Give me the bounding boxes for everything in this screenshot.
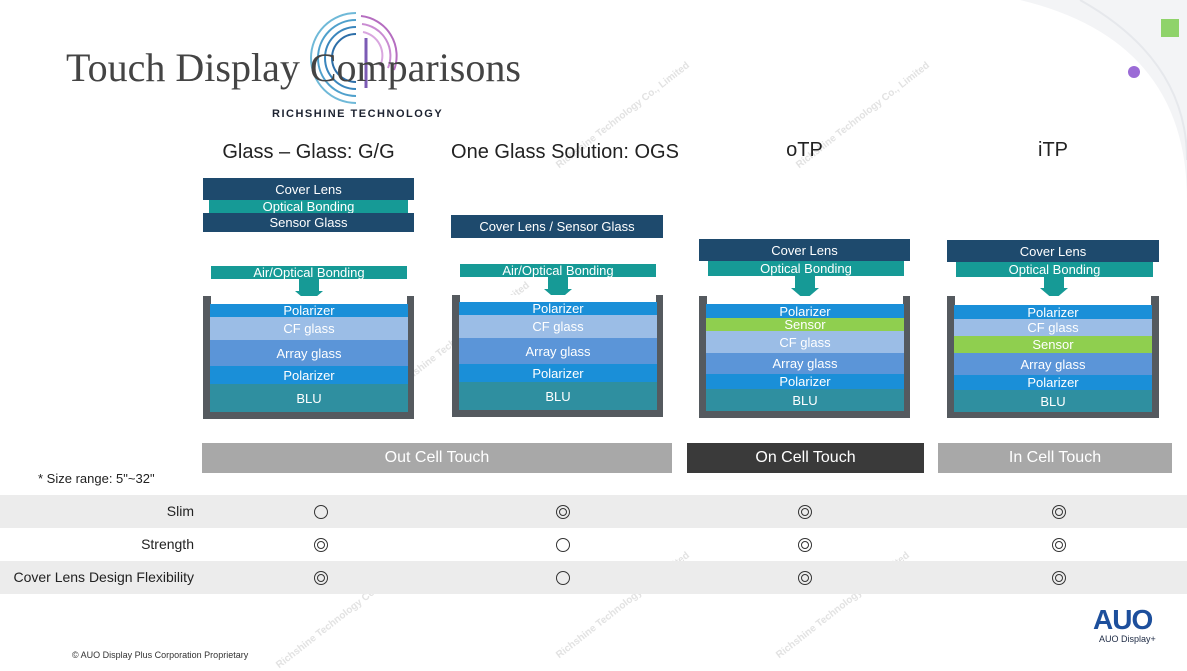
heading-ogs: One Glass Solution: OGS (451, 141, 679, 163)
gg-polarizer-top: Polarizer (210, 304, 408, 317)
category-in-cell-touch: In Cell Touch (938, 443, 1172, 473)
circle-icon (314, 505, 328, 519)
auo-logo: AUO (1093, 604, 1153, 635)
gg-optical-bonding: Optical Bonding (209, 200, 408, 213)
otp-arrow (795, 276, 815, 288)
double-circle-icon (556, 505, 570, 519)
otp-optical-bonding: Optical Bonding (708, 261, 904, 276)
itp-sensor: Sensor (954, 336, 1152, 353)
double-circle-icon (1052, 505, 1066, 519)
itp-cover-lens: Cover Lens (947, 240, 1159, 262)
ogs-polarizer-bottom: Polarizer (459, 364, 657, 382)
category-out-cell-touch: Out Cell Touch (202, 443, 672, 473)
gg-array-glass: Array glass (210, 340, 408, 366)
heading-otp: oTP (786, 139, 823, 161)
table-row-slim (0, 495, 1187, 528)
gg-sensor-glass: Sensor Glass (203, 213, 414, 232)
otp-polarizer-bottom: Polarizer (706, 374, 904, 389)
heading-gg: Glass – Glass: G/G (222, 141, 395, 163)
ogs-air-optical-bonding: Air/Optical Bonding (460, 264, 656, 277)
gg-air-optical-bonding: Air/Optical Bonding (211, 266, 407, 279)
row-label-flexibility: Cover Lens Design Flexibility (13, 569, 194, 585)
ogs-frame-gap (460, 295, 656, 302)
gg-cf-glass: CF glass (210, 317, 408, 340)
otp-cf-glass: CF glass (706, 331, 904, 353)
itp-polarizer-top: Polarizer (954, 305, 1152, 319)
row-label-slim: Slim (166, 503, 194, 519)
gg-arrow (299, 279, 319, 291)
itp-arrow (1044, 277, 1064, 288)
itp-frame-gap (955, 296, 1151, 305)
heading-itp: iTP (1038, 139, 1068, 161)
copyright-text: © AUO Display Plus Corporation Proprieta… (72, 650, 249, 660)
otp-array-glass: Array glass (706, 353, 904, 374)
itp-blu: BLU (954, 390, 1152, 412)
gg-frame-gap (211, 296, 407, 304)
purple-dot-icon (1128, 66, 1140, 78)
gg-blu: BLU (210, 384, 408, 412)
double-circle-icon (798, 571, 812, 585)
green-square-icon (1161, 19, 1179, 37)
double-circle-icon (314, 571, 328, 585)
ogs-cover-lens-sensor-glass: Cover Lens / Sensor Glass (451, 215, 663, 238)
double-circle-icon (798, 505, 812, 519)
gg-polarizer-bottom: Polarizer (210, 366, 408, 384)
otp-cover-lens: Cover Lens (699, 239, 910, 261)
gg-cover-lens: Cover Lens (203, 178, 414, 200)
double-circle-icon (798, 538, 812, 552)
double-circle-icon (1052, 571, 1066, 585)
ogs-cf-glass: CF glass (459, 315, 657, 338)
otp-sensor: Sensor (706, 318, 904, 331)
ogs-array-glass: Array glass (459, 338, 657, 364)
richshine-logo-icon (310, 12, 398, 104)
ogs-arrow (548, 277, 568, 289)
otp-polarizer-top: Polarizer (706, 304, 904, 318)
ogs-blu: BLU (459, 382, 657, 410)
double-circle-icon (314, 538, 328, 552)
category-on-cell-touch: On Cell Touch (687, 443, 924, 473)
itp-optical-bonding: Optical Bonding (956, 262, 1153, 277)
otp-blu: BLU (706, 389, 904, 411)
ogs-polarizer-top: Polarizer (459, 302, 657, 315)
itp-array-glass: Array glass (954, 353, 1152, 375)
double-circle-icon (1052, 538, 1066, 552)
itp-cf-glass: CF glass (954, 319, 1152, 336)
auo-logo-subtitle: AUO Display+ (1099, 634, 1156, 644)
size-range-note: * Size range: 5"~32" (38, 471, 155, 486)
circle-icon (556, 538, 570, 552)
row-label-strength: Strength (141, 536, 194, 552)
logo-text: RICHSHINE TECHNOLOGY (272, 108, 444, 120)
page-title: Touch Display Comparisons (66, 45, 521, 90)
itp-polarizer-bottom: Polarizer (954, 375, 1152, 390)
table-row-flexibility (0, 561, 1187, 594)
otp-frame-gap (707, 296, 903, 304)
circle-icon (556, 571, 570, 585)
